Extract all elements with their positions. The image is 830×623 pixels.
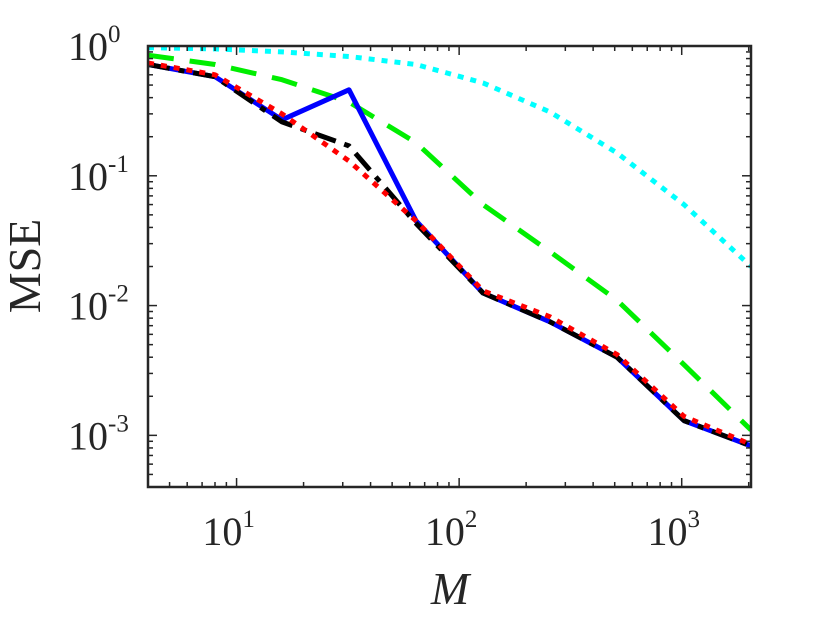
y-tick-label: 10-3 — [68, 410, 129, 458]
y-tick-label: 10-2 — [68, 281, 129, 329]
y-tick-labels: 100 10-1 10-2 10-3 — [68, 21, 129, 458]
x-tick-label: 102 — [425, 506, 478, 554]
x-tick-labels: 101 102 103 — [202, 506, 700, 554]
x-axis-label: M — [430, 563, 472, 614]
x-tick-label: 103 — [647, 506, 700, 554]
x-tick-label: 101 — [202, 506, 255, 554]
y-tick-label: 100 — [68, 21, 121, 69]
y-tick-label: 10-1 — [68, 151, 129, 199]
series-line-cyan-dotted — [148, 45, 751, 269]
y-axis-label: MSE — [0, 219, 50, 314]
plot-area — [148, 46, 751, 487]
series-line-green-dashed — [148, 52, 751, 432]
axes-layer — [146, 44, 753, 489]
series-layer — [148, 45, 751, 449]
series-line-red-dotted — [148, 60, 751, 447]
